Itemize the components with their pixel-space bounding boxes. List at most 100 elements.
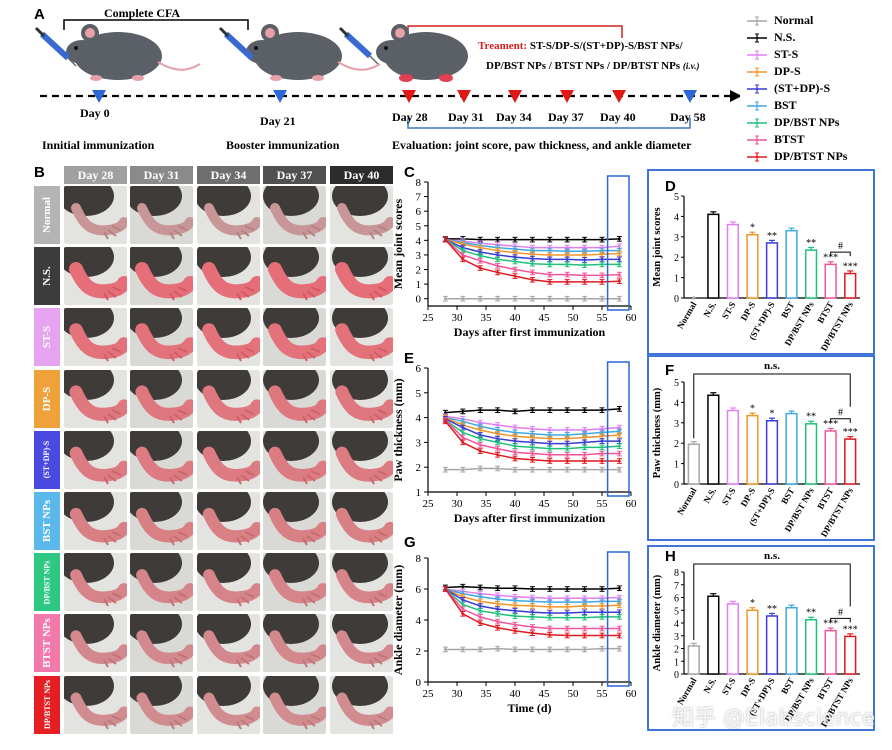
y-tick-label: 4 — [674, 619, 679, 630]
y-tick-label: 3 — [416, 250, 422, 262]
panel-label-g: G — [404, 534, 416, 551]
data-point — [461, 410, 465, 413]
y-tick-label: 6 — [416, 363, 422, 375]
y-tick-label: 6 — [416, 206, 422, 218]
marker-day40 — [612, 90, 626, 103]
legend-label: BST — [774, 98, 797, 112]
data-point — [513, 260, 517, 263]
x-tick-label: BST — [779, 300, 796, 320]
data-point — [618, 237, 621, 241]
paw-photo — [197, 492, 260, 550]
data-point — [478, 259, 482, 263]
data-point — [444, 468, 447, 472]
data-point — [513, 450, 517, 454]
significance-bracket — [830, 251, 851, 257]
data-point — [531, 441, 534, 444]
x-tick-label: 50 — [568, 312, 580, 324]
data-point — [461, 257, 465, 261]
x-tick-label: BST — [779, 486, 796, 506]
paw-photo — [130, 308, 193, 367]
timeline-arrowhead — [730, 90, 740, 102]
photo-group-label: BST NPs — [34, 492, 60, 550]
legend-item: Normal — [746, 12, 886, 29]
data-point — [531, 432, 534, 436]
x-tick-label: 30 — [452, 312, 464, 324]
bar — [824, 430, 837, 485]
data-point — [513, 468, 517, 472]
data-point — [583, 596, 586, 600]
y-tick-label: 2 — [416, 462, 422, 474]
data-point — [444, 297, 447, 301]
data-point — [565, 648, 569, 651]
day-label-0: Day 0 — [80, 106, 110, 120]
x-tick-label: BST — [779, 676, 796, 696]
bar — [726, 603, 740, 675]
data-point — [600, 434, 604, 438]
paw-photo — [263, 430, 326, 489]
significance-mark: ** — [806, 412, 816, 423]
data-point — [496, 602, 499, 606]
data-point — [548, 428, 552, 432]
y-tick-label: 7 — [674, 581, 679, 592]
ns-label: n.s. — [764, 360, 780, 372]
data-point — [513, 426, 517, 429]
photo-day-header: Day 28 — [64, 166, 127, 184]
data-point — [478, 586, 482, 589]
data-point — [478, 428, 482, 432]
data-point — [583, 441, 586, 444]
data-point — [583, 610, 586, 614]
data-point — [618, 586, 621, 590]
paw-photo — [130, 247, 193, 306]
legend-swatch — [747, 50, 767, 59]
data-point — [531, 458, 534, 462]
ns-bracket — [693, 373, 851, 439]
significance-mark: ** — [767, 604, 777, 615]
x-tick-label: ST-S — [720, 300, 738, 321]
timeline-diagram — [34, 19, 740, 129]
data-point — [600, 445, 604, 449]
data-point — [496, 253, 499, 257]
data-point — [513, 599, 517, 603]
bar — [804, 423, 818, 485]
data-point — [600, 439, 604, 443]
data-point — [565, 634, 569, 637]
data-point — [548, 447, 552, 450]
data-point — [513, 595, 517, 599]
data-point — [531, 631, 534, 635]
bar — [707, 595, 720, 675]
paw-photo — [197, 186, 260, 244]
data-point — [513, 255, 517, 259]
mouse-illustration-2 — [246, 24, 381, 81]
treatment-line-1: Treament: ST-S/DP-S/(ST+DP)-S/BST NPs/ — [478, 40, 683, 52]
highlight-box — [606, 361, 630, 497]
marker-day0 — [92, 90, 106, 103]
data-point — [565, 442, 569, 446]
data-point — [565, 408, 569, 412]
data-point — [583, 587, 586, 591]
y-tick-label: 4 — [416, 615, 422, 627]
data-point — [478, 250, 482, 254]
day-label-34: Day 34 — [496, 110, 532, 124]
y-tick-label: 5 — [674, 606, 679, 617]
y-tick-label: 3 — [674, 233, 679, 244]
legend-item: BTST — [746, 131, 886, 148]
data-point — [496, 593, 499, 597]
data-point — [583, 280, 586, 284]
data-point — [478, 443, 482, 447]
data-point — [461, 612, 465, 616]
data-point — [444, 238, 447, 242]
data-point — [531, 249, 534, 252]
data-point — [565, 437, 569, 441]
data-point — [565, 611, 569, 615]
data-point — [513, 614, 517, 618]
data-point — [461, 468, 465, 472]
data-point — [513, 629, 517, 633]
y-tick-label: 4 — [416, 235, 422, 247]
data-point — [600, 604, 604, 608]
legend-label: BTST — [774, 132, 805, 146]
data-point — [548, 253, 552, 257]
paw-photo — [130, 553, 193, 612]
legend-swatch — [747, 101, 767, 110]
paw-photo — [263, 675, 326, 734]
y-tick-label: 1 — [674, 657, 679, 668]
